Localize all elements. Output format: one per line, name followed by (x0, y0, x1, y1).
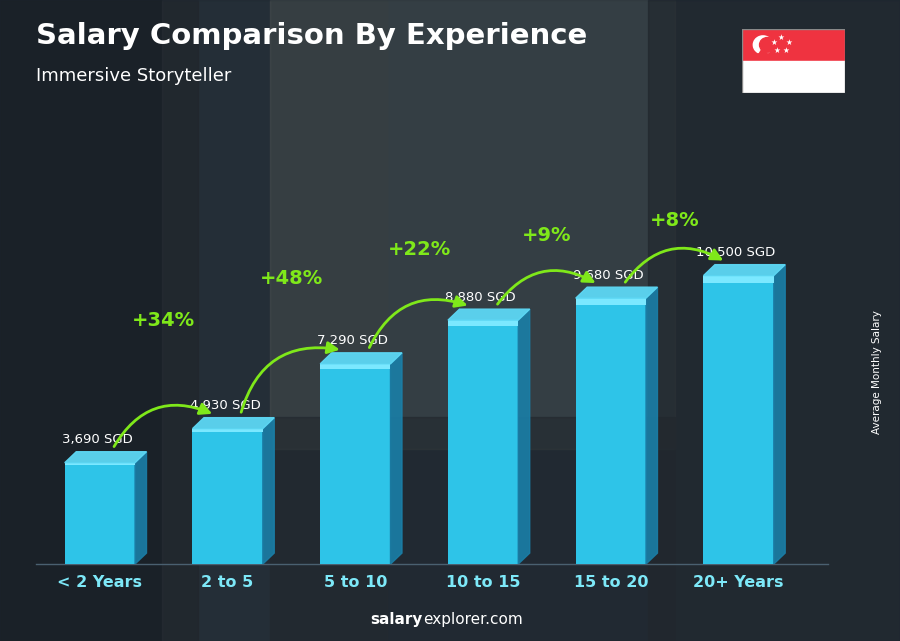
Text: +34%: +34% (132, 311, 195, 329)
FancyBboxPatch shape (704, 276, 774, 564)
Text: 4,930 SGD: 4,930 SGD (190, 399, 260, 412)
Bar (0, 0, 198, 641)
Text: ★: ★ (785, 38, 792, 47)
Circle shape (760, 37, 776, 52)
Text: +48%: +48% (260, 269, 323, 288)
Text: +9%: +9% (522, 226, 572, 245)
Polygon shape (65, 452, 147, 463)
Text: +22%: +22% (388, 240, 451, 259)
Polygon shape (646, 287, 658, 564)
Text: ★: ★ (770, 38, 778, 47)
FancyBboxPatch shape (576, 298, 646, 564)
Bar (576, 298, 646, 305)
Text: explorer.com: explorer.com (423, 612, 523, 627)
Polygon shape (263, 418, 274, 564)
Text: Immersive Storyteller: Immersive Storyteller (36, 67, 231, 85)
Bar (648, 0, 900, 641)
Bar (270, 0, 675, 449)
Polygon shape (193, 418, 274, 429)
Text: Average Monthly Salary: Average Monthly Salary (872, 310, 883, 434)
FancyBboxPatch shape (65, 463, 135, 564)
Text: 3,690 SGD: 3,690 SGD (62, 433, 132, 446)
Text: 10,500 SGD: 10,500 SGD (697, 246, 776, 259)
Bar (704, 276, 774, 283)
Bar (162, 0, 387, 641)
FancyBboxPatch shape (193, 429, 263, 564)
Polygon shape (576, 287, 658, 298)
Polygon shape (391, 353, 402, 564)
Text: ★: ★ (778, 33, 785, 42)
Text: +8%: +8% (650, 212, 699, 230)
Bar (193, 429, 263, 432)
Polygon shape (518, 309, 530, 564)
Text: 8,880 SGD: 8,880 SGD (446, 290, 516, 304)
Bar (270, 417, 675, 641)
Text: 9,680 SGD: 9,680 SGD (573, 269, 643, 281)
Text: salary: salary (371, 612, 423, 627)
Bar (65, 463, 135, 465)
Bar (742, 61, 845, 93)
Polygon shape (774, 265, 785, 564)
Text: Salary Comparison By Experience: Salary Comparison By Experience (36, 22, 587, 51)
Polygon shape (704, 265, 785, 276)
Bar (448, 320, 518, 326)
Text: ★: ★ (773, 46, 780, 55)
Polygon shape (135, 452, 147, 564)
Bar (320, 364, 391, 369)
FancyBboxPatch shape (448, 320, 518, 564)
Wedge shape (753, 36, 772, 53)
Polygon shape (320, 353, 402, 364)
FancyBboxPatch shape (320, 364, 391, 564)
Text: 7,290 SGD: 7,290 SGD (318, 335, 388, 347)
Polygon shape (448, 309, 530, 320)
Bar (742, 29, 845, 61)
Text: ★: ★ (782, 46, 789, 55)
